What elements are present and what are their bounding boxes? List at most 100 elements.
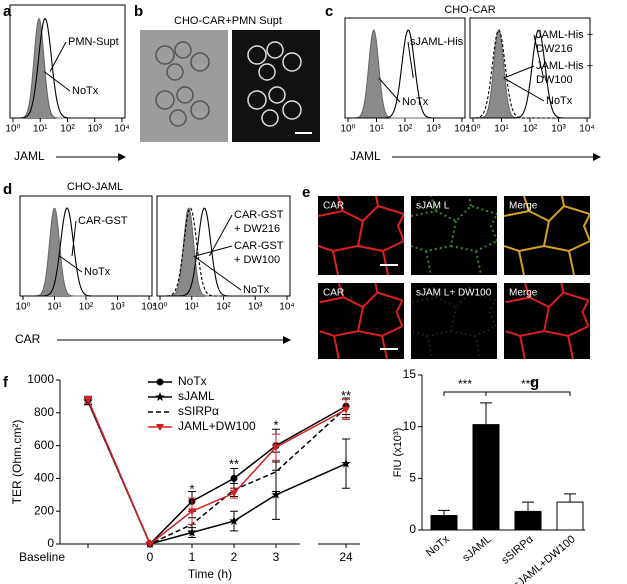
significance: ** xyxy=(341,388,351,403)
x-tick-label: 10³ xyxy=(88,124,103,135)
panel-letter: g xyxy=(530,374,539,391)
point xyxy=(230,490,238,498)
error-bar xyxy=(522,501,534,512)
point xyxy=(188,508,196,516)
significance: *** xyxy=(458,377,472,391)
panel-letter: e xyxy=(302,184,310,201)
image-label: sJAM L xyxy=(416,201,450,212)
point xyxy=(342,406,350,414)
legend-label: NoTx xyxy=(72,85,99,97)
x-axis-label: JAML xyxy=(350,149,381,163)
point xyxy=(230,474,238,482)
legend-label: sJAML-His xyxy=(410,36,463,48)
significance: * xyxy=(189,481,194,496)
bar xyxy=(514,510,542,531)
bar xyxy=(472,424,500,531)
significance: *** xyxy=(521,377,535,391)
x-tick-label: 1 xyxy=(189,550,196,564)
y-tick-label: 400 xyxy=(34,471,54,485)
histogram xyxy=(157,207,290,297)
legend-marker xyxy=(156,424,164,431)
x-tick-label: 10⁰ xyxy=(340,124,355,135)
legend-text: NoTx xyxy=(72,85,99,97)
x-tick-label: 10¹ xyxy=(33,124,48,135)
point xyxy=(187,527,197,537)
y-tick-label: 200 xyxy=(34,503,54,517)
x-tick-label: sJAML xyxy=(460,533,493,564)
histogram xyxy=(345,29,465,119)
y-tick-label: 10 xyxy=(403,419,417,433)
error-bar xyxy=(480,402,492,425)
x-tick-label: 10³ xyxy=(551,124,566,135)
x-tick-label: 0 xyxy=(147,550,154,564)
panel-title: CHO-CAR xyxy=(444,4,495,16)
y-tick-label: 15 xyxy=(403,367,417,381)
y-tick-label: 1000 xyxy=(27,372,54,386)
series-line xyxy=(87,399,347,546)
point xyxy=(84,396,92,404)
x-tick-label: 10⁰ xyxy=(5,124,20,135)
legend-label: CAR-GST + DW216 xyxy=(234,209,283,235)
x-tick-label: NoTx xyxy=(424,533,452,559)
legend-text: CAR-GST xyxy=(78,215,128,227)
x-tick-label: 10² xyxy=(398,124,413,135)
x-tick-label: 10⁰ xyxy=(15,302,30,313)
x-tick-label: 10³ xyxy=(426,124,441,135)
x-tick-label: 10² xyxy=(523,124,538,135)
micrograph-e xyxy=(318,196,590,359)
legend-text: CAR-GST + DW100 xyxy=(234,240,284,266)
image-label: Merge xyxy=(509,201,538,212)
y-tick-label: 0 xyxy=(409,522,416,536)
panel-letter: a xyxy=(3,3,12,20)
legend-label: PMN-Supt xyxy=(68,36,119,48)
image-label: CAR xyxy=(323,288,344,299)
x-tick-label: 24 xyxy=(339,550,353,564)
legend-label: JAML+DW100 xyxy=(178,419,256,433)
x-tick-label: 10¹ xyxy=(47,302,62,313)
pointer xyxy=(71,220,77,257)
x-tick-label: 10⁰ xyxy=(465,124,480,135)
legend-marker xyxy=(156,378,164,386)
legend-label: JAML-His + DW100 xyxy=(536,60,594,86)
x-tick-label: 10⁴ xyxy=(579,124,594,135)
x-tick-label: 10¹ xyxy=(494,124,509,135)
x-tick-label: 10³ xyxy=(248,302,263,313)
image-label: CAR xyxy=(323,201,344,212)
histogram xyxy=(10,17,125,119)
legend-label: JAML-His + DW216 xyxy=(536,29,593,55)
x-tick-label: sSIRPα xyxy=(499,533,536,567)
legend-label: NoTx xyxy=(243,284,269,296)
x-tick-label: 10² xyxy=(79,302,94,313)
significance: ** xyxy=(229,457,239,472)
legend-text: NoTx xyxy=(402,96,429,108)
panel-title: CHO-JAML xyxy=(67,181,123,193)
legend-label: sJAML xyxy=(178,389,215,403)
histogram xyxy=(470,29,590,119)
x-tick-label: 10² xyxy=(216,302,231,313)
legend-label: CAR-GST xyxy=(78,215,128,227)
legend-text: JAML-His + DW100 xyxy=(536,60,594,86)
y-tick-label: 800 xyxy=(34,405,54,419)
panel-letter: f xyxy=(3,374,9,391)
x-axis-label: Time (h) xyxy=(188,567,232,581)
x-tick-label: 10⁴ xyxy=(279,302,294,313)
y-axis-label: TER (Ohm.cm²) xyxy=(10,420,24,505)
legend-text: PMN-Supt xyxy=(68,36,119,48)
pointer xyxy=(49,41,67,72)
point xyxy=(271,489,281,499)
bracket xyxy=(443,391,487,396)
pointer xyxy=(59,255,83,273)
error-bar xyxy=(438,509,450,516)
image-label: sJAM L+ DW100 xyxy=(416,288,492,299)
point xyxy=(146,541,154,548)
pointer xyxy=(503,65,535,79)
x-tick-label: 10¹ xyxy=(369,124,384,135)
x-tick-label: 10⁴ xyxy=(141,302,156,313)
histogram xyxy=(20,207,152,297)
panel-letter: c xyxy=(325,3,333,20)
y-tick-label: 600 xyxy=(34,438,54,452)
legend-text: NoTx xyxy=(546,95,573,107)
legend-label: NoTx xyxy=(546,95,573,107)
panel-title: CHO-CAR+PMN Supt xyxy=(174,15,282,27)
